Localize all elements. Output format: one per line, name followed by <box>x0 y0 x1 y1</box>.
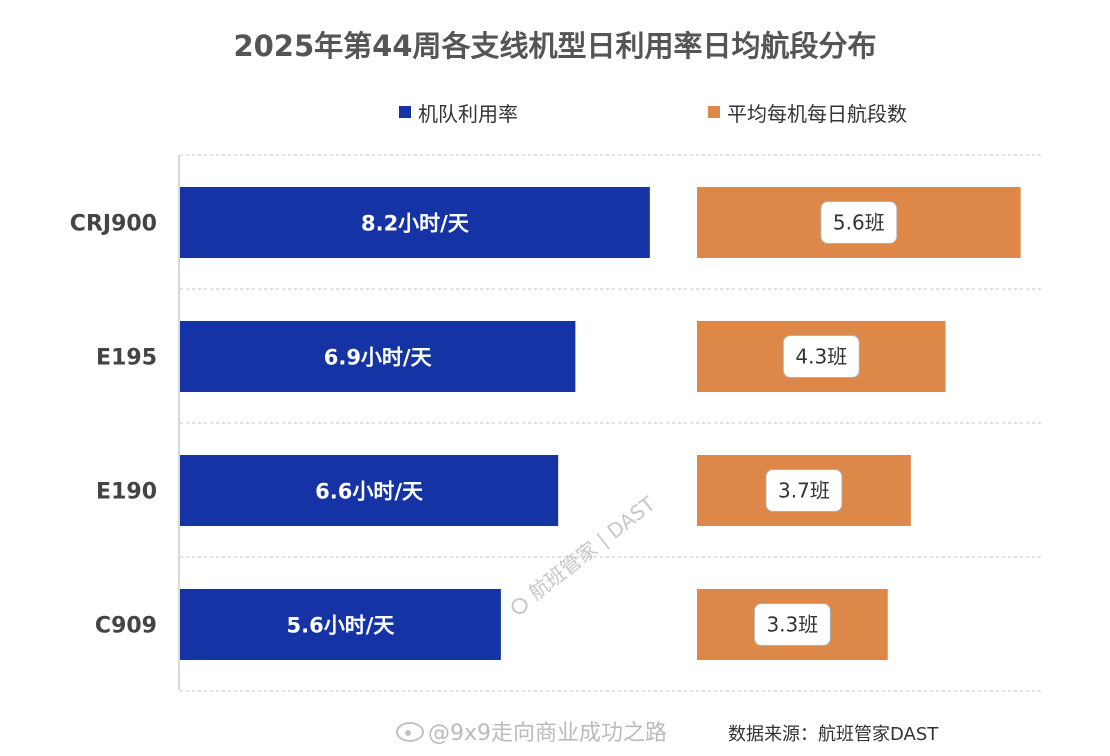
data-label-utilization: 8.2小时/天 <box>361 212 470 236</box>
weibo-icon <box>396 722 424 742</box>
bar-utilization <box>180 187 650 258</box>
data-source: 数据来源：航班管家DAST <box>728 724 939 745</box>
bar-utilization <box>180 589 501 660</box>
category-label: E195 <box>96 346 157 371</box>
data-label-box-segments <box>782 335 860 378</box>
chart-title: 2025年第44周各支线机型日利用率日均航段分布 <box>233 29 876 63</box>
data-label-segments: 3.3班 <box>766 613 818 637</box>
data-label-utilization: 6.6小时/天 <box>315 480 424 504</box>
data-label-segments: 5.6班 <box>833 211 885 235</box>
data-label-segments: 3.7班 <box>778 479 830 503</box>
category-label: C909 <box>95 614 157 639</box>
legend-swatch-utilization <box>399 106 411 118</box>
bar-utilization <box>180 455 559 526</box>
data-label-utilization: 6.9小时/天 <box>324 346 433 370</box>
bars: CRJ900 8.2小时/天 5.6班 E195 6.9小时/天 4.3班 E190 6.6小… <box>70 187 1021 660</box>
bar-utilization <box>180 321 576 392</box>
data-label-box-segments <box>753 603 831 646</box>
legend-swatch-segments <box>708 106 720 118</box>
weibo-handle: @9x9走向商业成功之路 <box>428 721 667 746</box>
watermark-logo-icon <box>511 597 528 614</box>
data-label-utilization: 5.6小时/天 <box>287 614 396 638</box>
data-label-box-segments <box>765 469 843 512</box>
legend-label-utilization: 机队利用率 <box>418 102 518 126</box>
legend: 机队利用率 平均每机每日航段数 <box>399 102 907 126</box>
data-label-segments: 4.3班 <box>795 345 847 369</box>
category-label: CRJ900 <box>70 212 157 237</box>
footer: @9x9走向商业成功之路 数据来源：航班管家DAST <box>396 721 939 746</box>
category-label: E190 <box>96 480 157 505</box>
legend-label-segments: 平均每机每日航段数 <box>727 102 907 126</box>
data-label-box-segments <box>820 201 898 244</box>
